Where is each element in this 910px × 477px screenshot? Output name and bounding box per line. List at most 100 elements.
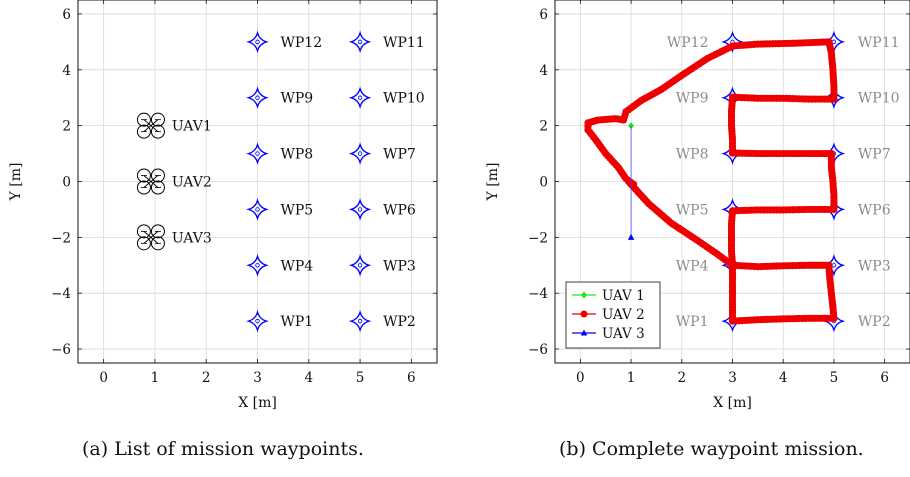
waypoint-center [357,207,363,212]
waypoint-center [255,95,260,100]
waypoint-marker [348,253,372,277]
waypoint-marker [348,142,372,165]
waypoint-label: WP3 [383,258,416,274]
chart-panel-b: WP12 WP11 WP9 WP10 WP8 WP7 WP5 WP6 WP4 WP3 WP1 WP2 U… [485,0,910,411]
x-axis-label: X [m] [713,395,752,411]
waypoint-label: WP9 [281,91,314,107]
y-tick-label: −6 [51,342,71,358]
waypoint-label: WP10 [383,91,425,107]
legend-marker [581,291,587,299]
x-tick-label: 3 [728,370,737,386]
x-tick-label: 5 [830,370,839,386]
caption-a: (a) List of mission waypoints. [82,438,364,460]
quadrotor-icon [136,224,165,251]
x-tick-label: 1 [627,370,636,386]
legend-label: UAV 2 [602,307,645,323]
waypoint-center [357,318,363,324]
waypoint-marker [348,30,372,54]
rotor-circle [136,224,151,239]
y-tick-label: 4 [62,63,71,79]
plot-area [246,30,372,333]
waypoint-label: WP3 [858,258,891,274]
rotor-circle [136,168,151,183]
plot-area [584,30,846,333]
waypoint-label: WP5 [281,202,314,218]
y-tick-label: 6 [539,7,548,23]
uav2-path-point [626,179,634,187]
y-tick-label: 2 [62,119,71,135]
x-tick-label: 4 [779,370,788,386]
chart-panel-a: WP12 WP11 WP9 WP10 WP8 WP7 WP5 WP6 WP4 WP3 WP1 WP2 U… [8,0,438,411]
waypoint-label: WP12 [281,35,323,51]
waypoint-marker [348,198,372,221]
waypoint-marker [246,253,269,277]
waypoint-label: WP4 [281,258,314,274]
x-tick-label: 6 [407,370,416,386]
y-tick-label: 2 [539,119,548,135]
quadrotor-icon [136,168,165,195]
waypoint-label: WP7 [383,147,416,163]
waypoint-label: WP2 [383,314,416,330]
y-tick-label: −2 [528,230,548,246]
waypoint-center [255,151,260,156]
legend: UAV 1 UAV 2 UAV 3 [565,281,661,349]
waypoint-marker [348,86,372,110]
x-tick-label: 1 [151,370,160,386]
x-tick-label: 0 [576,370,585,386]
waypoint-marker [721,30,744,54]
x-axis-label: X [m] [238,395,277,411]
waypoint-marker [246,142,269,165]
waypoint-label: WP6 [383,202,416,218]
waypoint-marker [246,198,269,221]
waypoint-label: WP10 [858,91,900,107]
waypoint-marker [246,309,269,333]
rotor-circle [136,112,151,127]
waypoint-label: WP5 [676,202,709,218]
uav-arm [143,119,159,132]
caption-b: (b) Complete waypoint mission. [559,438,864,460]
y-tick-label: −2 [51,230,71,246]
quadrotor-icon [136,112,165,139]
legend-marker [580,329,588,336]
waypoint-marker [348,309,372,333]
rotor-circle [136,236,151,251]
waypoint-marker [246,30,269,54]
waypoint-center [255,39,260,45]
waypoint-center [357,263,363,268]
x-tick-label: 6 [880,370,889,386]
x-tick-label: 3 [253,370,262,386]
waypoint-label: WP9 [676,91,709,107]
waypoint-label: WP8 [281,147,314,163]
y-tick-label: 0 [62,175,71,191]
waypoint-label: WP1 [281,314,314,330]
x-tick-label: 0 [99,370,108,386]
uav-label: UAV3 [172,230,212,246]
uav3-point [627,233,635,240]
legend-marker [580,310,588,318]
rotor-circle [150,236,165,251]
uav-label: UAV1 [172,119,212,135]
waypoint-label: WP1 [676,314,709,330]
waypoint-label: WP11 [858,35,900,51]
rotor-circle [150,112,165,127]
waypoint-label: WP11 [383,35,425,51]
x-tick-label: 2 [677,370,686,386]
waypoint-label: WP6 [858,202,891,218]
waypoint-label: WP2 [858,314,891,330]
rotor-circle [150,224,165,239]
uav-arm [143,231,159,244]
y-tick-label: −4 [51,286,71,302]
waypoint-center [255,207,260,212]
waypoint-center [357,39,363,45]
waypoint-label: WP12 [667,35,709,51]
y-tick-label: 4 [539,63,548,79]
waypoint-marker [246,86,269,110]
rotor-circle [150,180,165,195]
waypoint-center [255,263,260,268]
y-tick-label: −6 [528,342,548,358]
y-axis-label: Y [m] [8,163,24,202]
uav-label: UAV2 [172,175,212,191]
uav-arm [143,175,159,188]
rotor-circle [136,124,151,139]
waypoint-center [357,151,363,156]
